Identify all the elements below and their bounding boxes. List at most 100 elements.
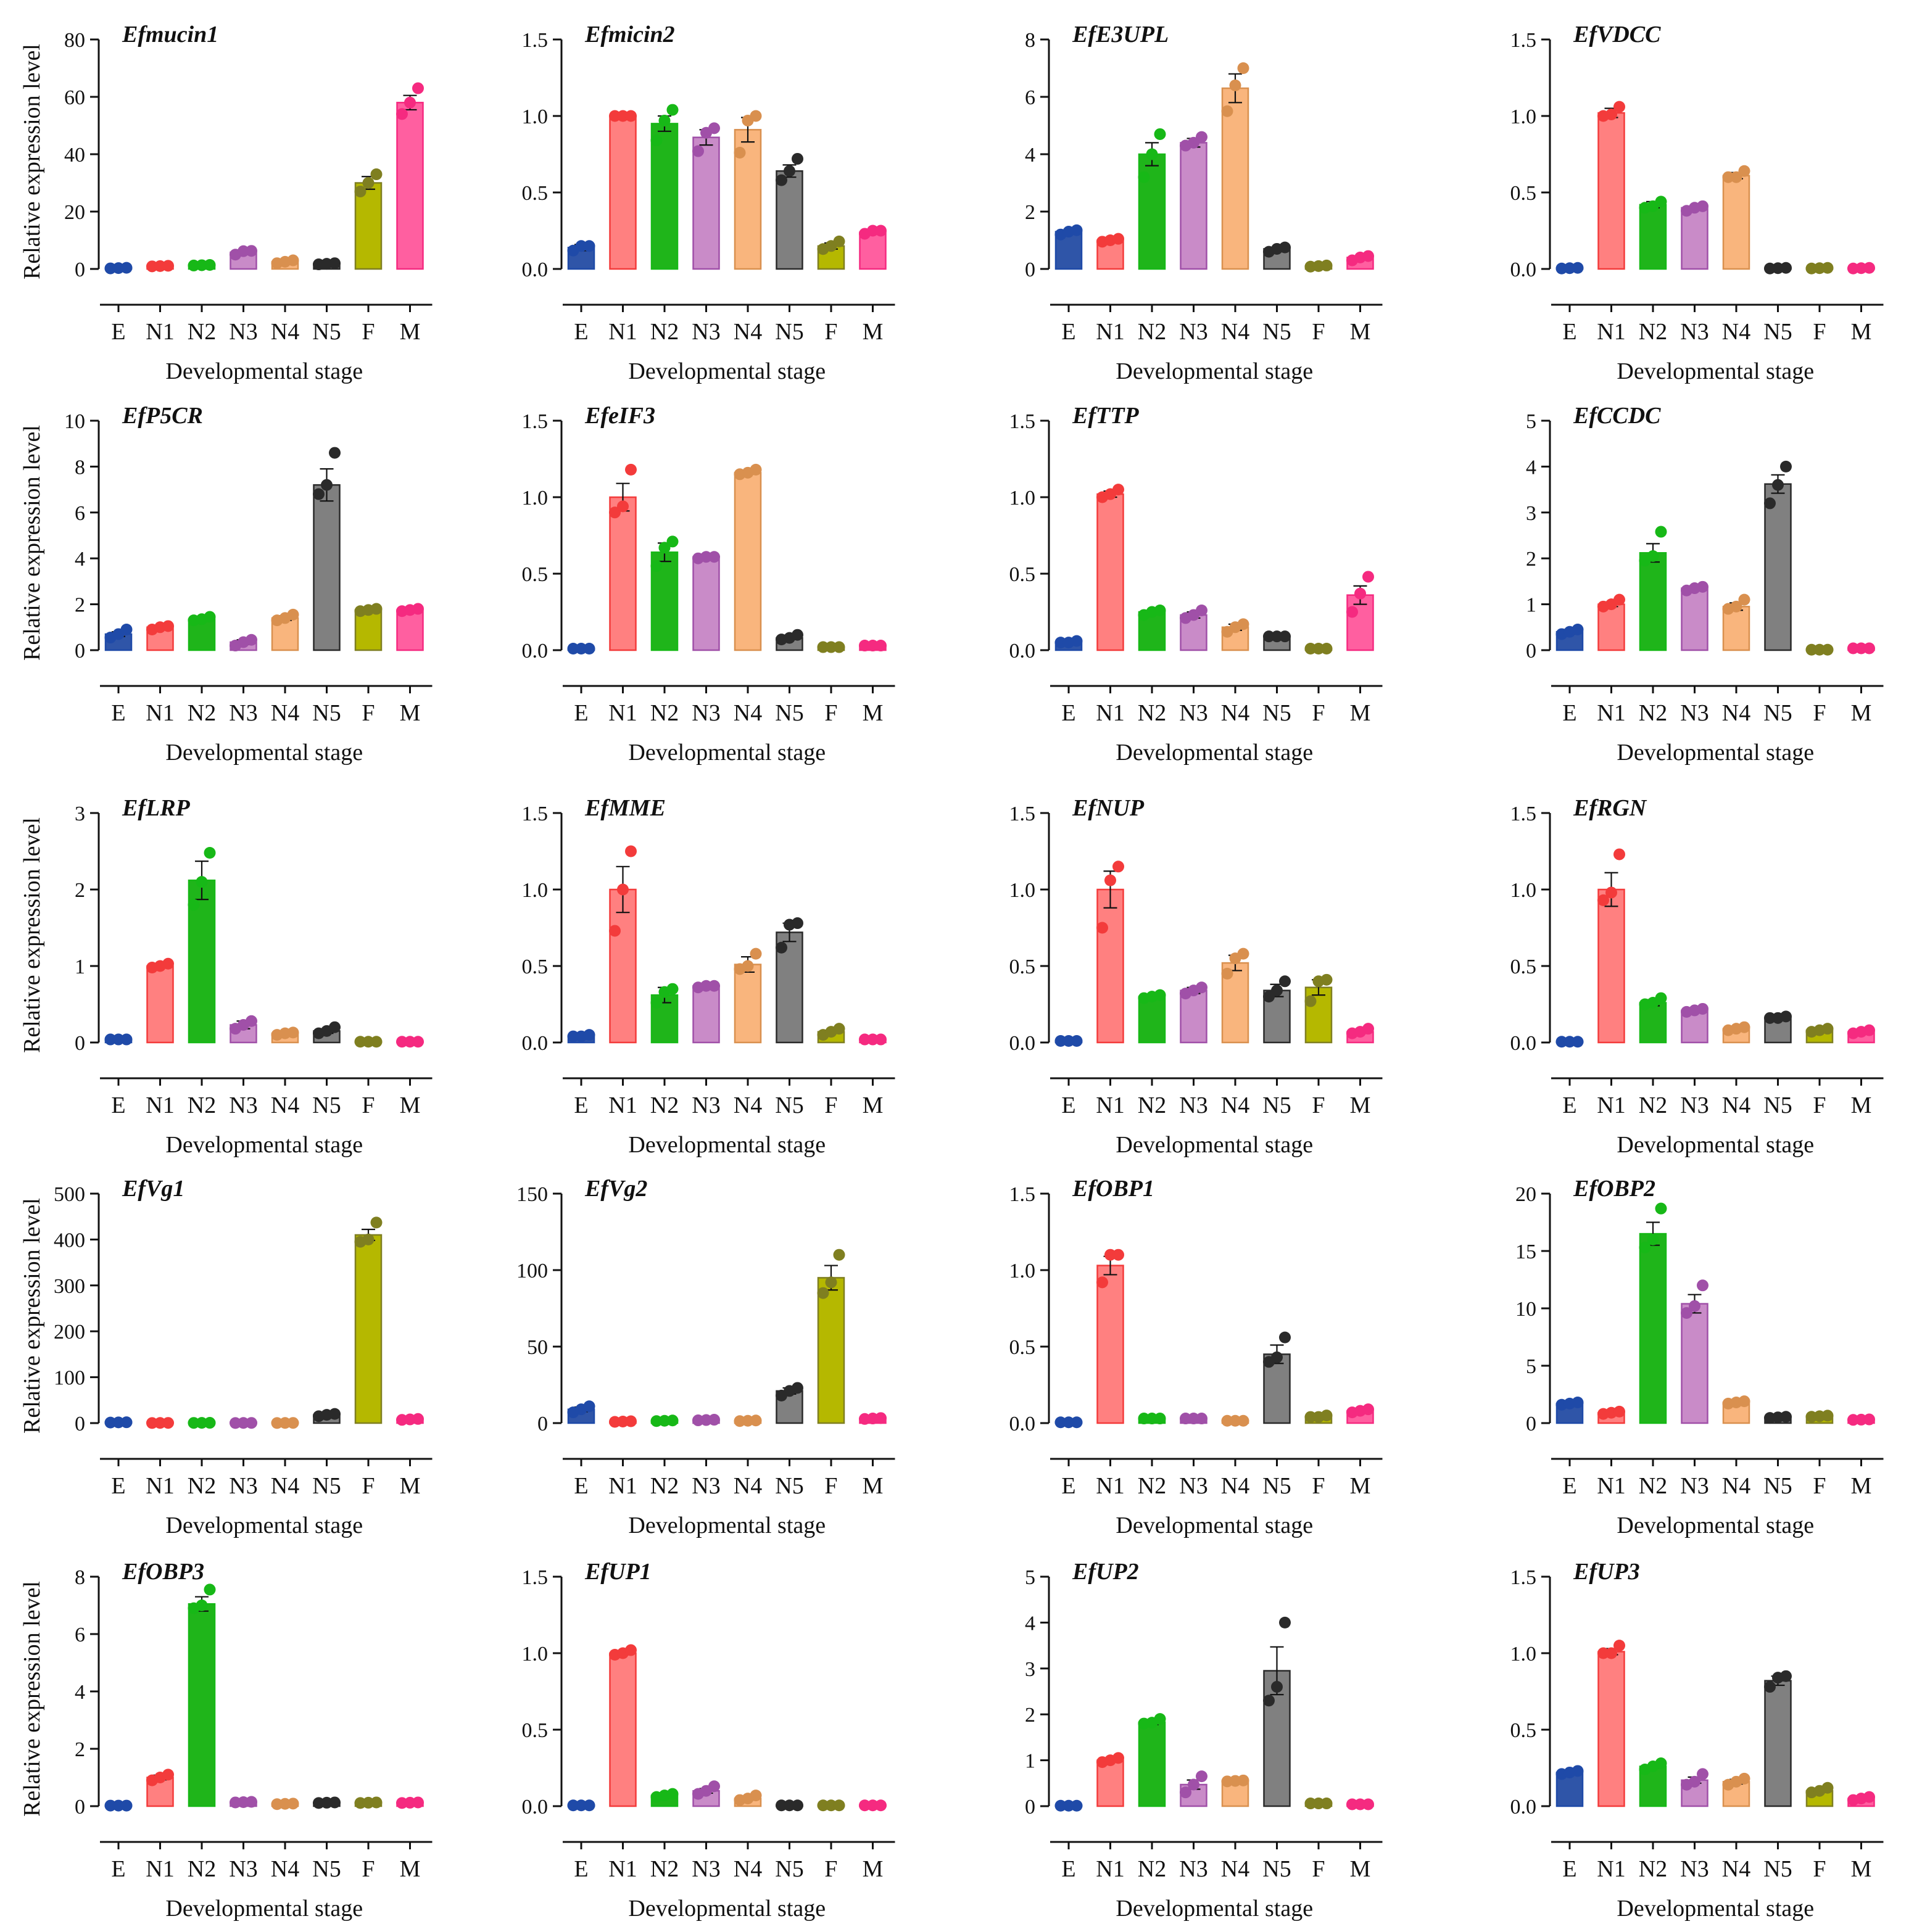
data-point-N5 — [321, 479, 333, 491]
category-label: E — [1061, 1856, 1075, 1882]
y-tick-label: 0.5 — [1510, 182, 1537, 205]
data-point-E — [1071, 1799, 1083, 1812]
data-point-N1 — [1112, 233, 1124, 245]
data-point-F — [354, 1036, 367, 1048]
category-label: N4 — [1221, 1856, 1249, 1882]
data-point-M — [396, 108, 408, 120]
data-point-N2 — [1138, 1413, 1150, 1425]
chart-panel-EfUP2: EfUP2 0 1 2 3 4 5 E N1 N2 N3 N4 N5 F M Developmental st… — [1025, 1559, 1383, 1922]
data-point-N2 — [666, 983, 679, 995]
chart-title: EfUP2 — [1072, 1559, 1139, 1585]
y-tick-label: 0.5 — [522, 956, 549, 978]
category-label: E — [111, 1856, 125, 1882]
category-label: N4 — [1722, 700, 1750, 726]
data-point-F — [833, 641, 845, 653]
data-point-N3 — [246, 1796, 257, 1808]
y-tick-label: 0.0 — [522, 1796, 549, 1818]
category-label: F — [362, 1473, 375, 1499]
data-point-N5 — [1772, 479, 1784, 491]
data-point-N4 — [1738, 1395, 1750, 1408]
data-point-F — [1821, 262, 1834, 274]
bar-N2 — [1639, 552, 1667, 651]
category-label: M — [863, 1473, 884, 1499]
y-tick-label: 1.0 — [1009, 487, 1036, 510]
category-label: E — [574, 1856, 588, 1882]
data-point-F — [825, 641, 837, 653]
data-point-N1 — [1096, 922, 1108, 934]
category-label: E — [1061, 1092, 1075, 1118]
data-point-M — [875, 1033, 887, 1046]
data-point-M — [1847, 642, 1859, 654]
chart-panel-EfOBP1: EfOBP1 0.0 0.5 1.0 1.5 E N1 N2 N3 N4 N5 F M Developme… — [1009, 1176, 1383, 1538]
bar-N3 — [692, 136, 720, 270]
data-point-F — [833, 1799, 845, 1812]
category-label: N3 — [229, 319, 257, 345]
y-tick-label: 200 — [54, 1321, 85, 1344]
data-point-F — [817, 1799, 829, 1812]
data-point-N3 — [1180, 1413, 1191, 1425]
data-point-N4 — [742, 960, 754, 972]
data-point-N4 — [750, 110, 762, 122]
data-point-N3 — [1188, 1413, 1199, 1425]
category-label: N3 — [1179, 1092, 1207, 1118]
category-label: M — [863, 1092, 884, 1118]
category-label: N4 — [271, 1473, 299, 1499]
data-point-N2 — [188, 899, 200, 911]
category-label: E — [1061, 319, 1075, 345]
data-point-N1 — [625, 1644, 637, 1656]
y-tick-label: 1.5 — [1510, 1566, 1537, 1589]
data-point-E — [1563, 1036, 1576, 1048]
category-label: N2 — [188, 1092, 216, 1118]
data-point-E — [567, 1030, 579, 1042]
data-point-N1 — [1613, 593, 1625, 606]
data-point-N4 — [1722, 171, 1734, 183]
bar-N1 — [146, 965, 174, 1044]
data-point-N4 — [750, 1790, 762, 1802]
x-axis-label: Developmental stage — [1617, 1132, 1814, 1158]
bar-N4 — [1221, 962, 1249, 1044]
y-axis-label: Relative expression level — [19, 817, 45, 1053]
category-label: N1 — [146, 1856, 174, 1882]
chart-title: EfVDCC — [1573, 22, 1661, 47]
bar-N3 — [692, 556, 720, 651]
y-tick-label: 0 — [75, 1032, 85, 1055]
category-label: N2 — [1639, 1473, 1667, 1499]
data-point-N1 — [625, 845, 637, 857]
bar-N4 — [1221, 87, 1249, 270]
category-label: M — [1350, 1092, 1371, 1118]
y-tick-label: 0.5 — [522, 563, 549, 586]
data-point-N5 — [776, 941, 787, 954]
data-point-E — [104, 1799, 117, 1812]
data-point-N5 — [1780, 1010, 1792, 1023]
y-tick-label: 0 — [75, 1413, 85, 1435]
data-point-E — [1071, 635, 1083, 647]
data-point-N4 — [1237, 947, 1249, 960]
data-point-F — [833, 1023, 845, 1035]
bar-N5 — [776, 170, 803, 270]
chart-title: EfUP1 — [584, 1559, 652, 1585]
data-point-M — [396, 1036, 408, 1048]
data-point-N2 — [204, 611, 216, 623]
y-tick-label: 300 — [54, 1275, 85, 1298]
category-label: N2 — [1138, 1856, 1166, 1882]
data-point-F — [817, 641, 829, 653]
y-tick-label: 1 — [1025, 1750, 1035, 1773]
data-point-N4 — [1237, 62, 1249, 74]
data-point-N5 — [1764, 497, 1776, 510]
data-point-N3 — [246, 1417, 257, 1429]
category-label: N5 — [775, 1856, 803, 1882]
category-label: N2 — [1138, 1473, 1166, 1499]
data-point-E — [112, 1799, 125, 1812]
category-label: N4 — [1722, 1473, 1750, 1499]
category-label: N1 — [608, 319, 637, 345]
data-point-N2 — [1154, 605, 1166, 617]
data-point-N2 — [666, 1788, 679, 1800]
data-point-E — [120, 262, 133, 274]
y-tick-label: 0.5 — [522, 182, 549, 205]
data-point-N3 — [1196, 131, 1207, 143]
data-point-E — [1572, 1765, 1584, 1777]
category-label: N4 — [271, 319, 299, 345]
category-label: N5 — [1763, 700, 1792, 726]
category-label: F — [824, 700, 837, 726]
data-point-N1 — [1112, 1752, 1124, 1764]
